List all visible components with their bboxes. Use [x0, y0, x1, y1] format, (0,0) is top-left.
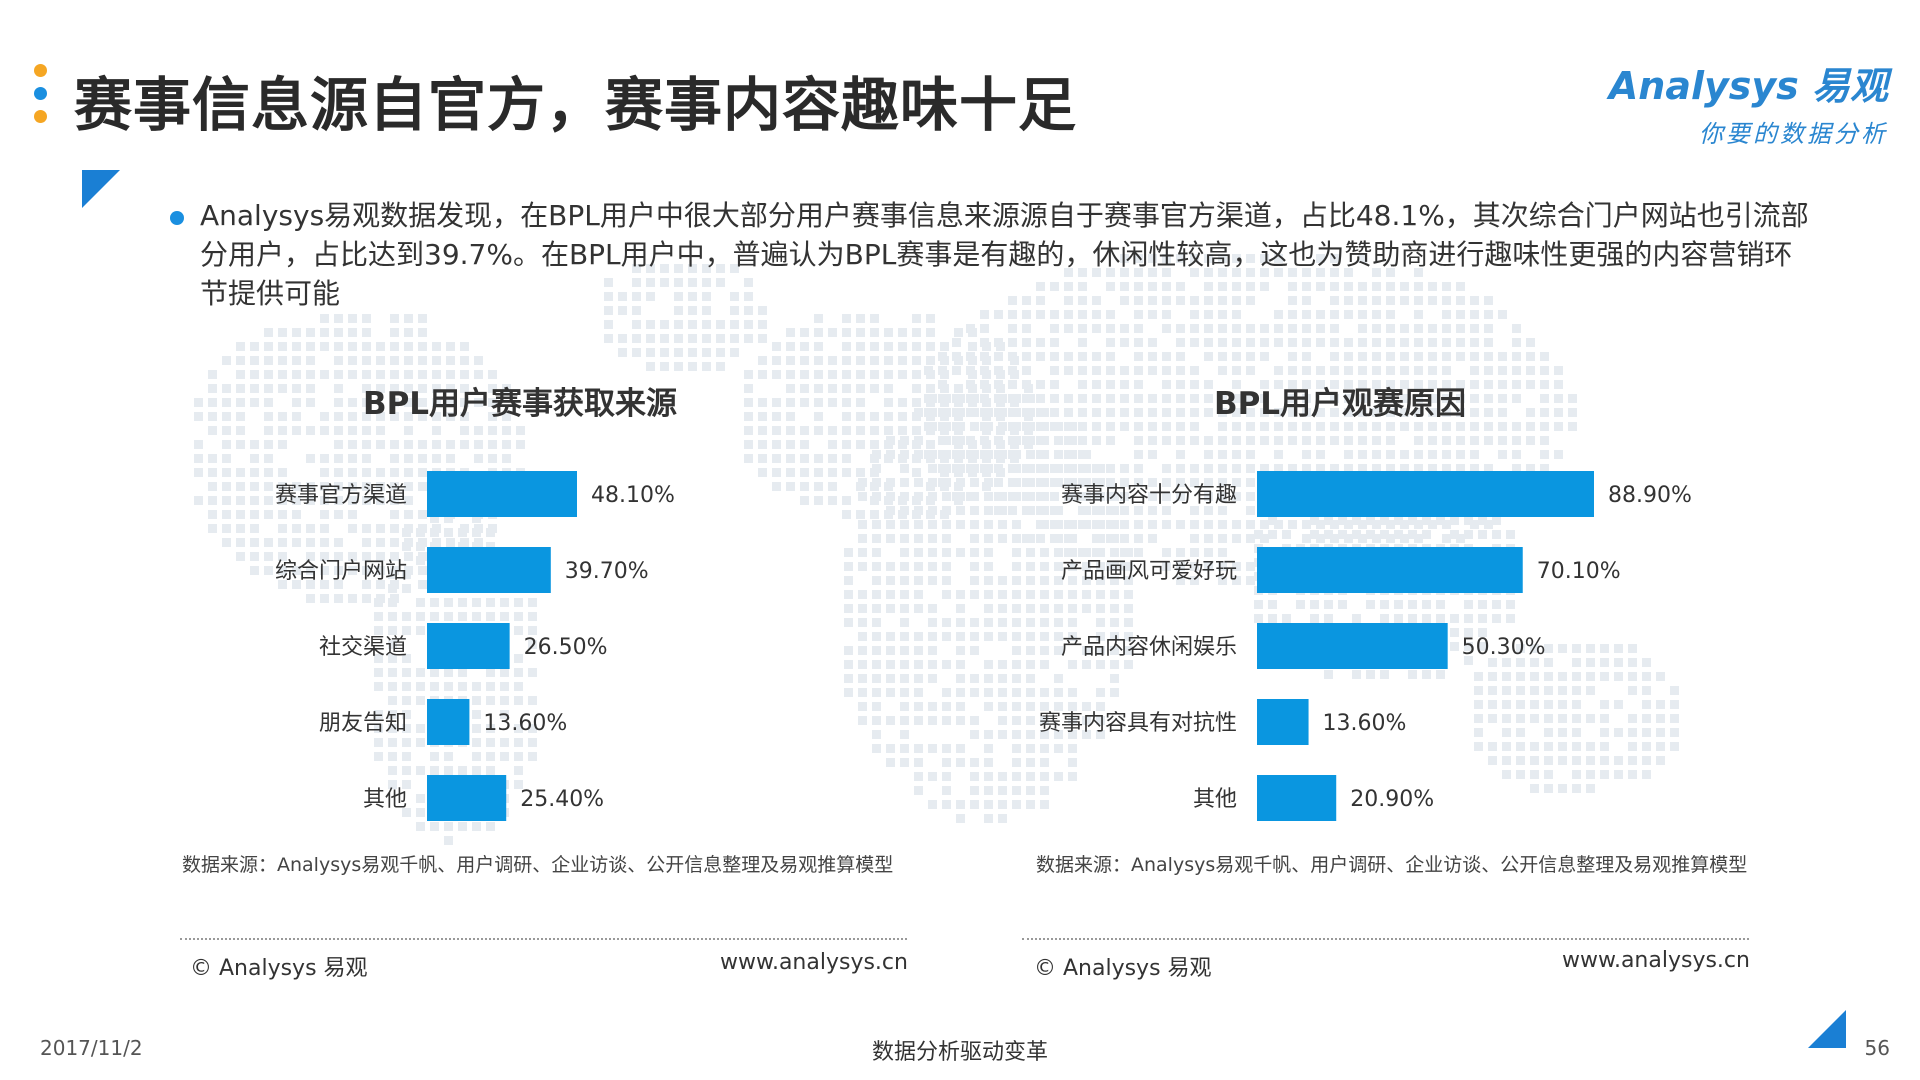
website-link[interactable]: www.analysys.cn	[1562, 948, 1750, 973]
logo-brand: Analysys 易观	[1608, 64, 1888, 108]
value-label: 20.90%	[1350, 787, 1434, 812]
right-chart-panel: BPL用户观赛原因	[960, 378, 1720, 423]
chart-title: BPL用户观赛原因	[1213, 386, 1467, 422]
category-label: 产品画风可爱好玩	[1061, 559, 1237, 584]
bar	[1257, 699, 1309, 745]
bar	[427, 775, 507, 821]
copyright: © Analysys 易观	[1034, 956, 1212, 981]
bar	[427, 471, 577, 517]
category-label: 社交渠道	[319, 635, 407, 660]
corner-triangle-icon	[82, 170, 120, 208]
title-dot	[34, 87, 47, 100]
value-label: 88.90%	[1608, 483, 1692, 508]
value-label: 13.60%	[483, 711, 567, 736]
panel-divider	[1022, 938, 1749, 940]
bar	[1257, 547, 1523, 593]
bullet-icon	[170, 211, 184, 225]
value-label: 48.10%	[591, 483, 675, 508]
website-link[interactable]: www.analysys.cn	[720, 950, 908, 975]
category-label: 赛事内容具有对抗性	[1039, 711, 1237, 736]
page-number: 56	[1864, 1036, 1890, 1060]
bar	[427, 547, 551, 593]
page-title: 赛事信息源自官方，赛事内容趣味十足	[74, 71, 1078, 139]
value-label: 50.30%	[1462, 635, 1546, 660]
reason-bar-chart: 赛事内容十分有趣 88.90% 产品画风可爱好玩 70.10% 产品内容休闲娱乐 50.3…	[1039, 471, 1692, 821]
title-dot	[34, 110, 47, 123]
value-label: 13.60%	[1323, 711, 1407, 736]
chart-title: BPL用户赛事获取来源	[362, 386, 678, 422]
bar	[1257, 623, 1448, 669]
bar	[1257, 775, 1337, 821]
source-bar-chart: 赛事官方渠道 48.10% 综合门户网站 39.70% 社交渠道 26.50% 朋友告知 13…	[275, 471, 675, 821]
data-source-note: 数据来源：Analysys易观千帆、用户调研、企业访谈、公开信息整理及易观推算模…	[1036, 854, 1748, 876]
bar	[1257, 471, 1594, 517]
slogan: 数据分析驱动变革	[871, 1040, 1048, 1065]
bar	[427, 699, 470, 745]
analysys-logo: Analysys 易观 你要的数据分析	[1609, 55, 1888, 149]
data-source-note: 数据来源：Analysys易观千帆、用户调研、企业访谈、公开信息整理及易观推算模…	[182, 854, 894, 876]
category-label: 赛事官方渠道	[275, 483, 407, 508]
category-label: 赛事内容十分有趣	[1061, 483, 1237, 508]
bar	[427, 623, 510, 669]
title-dots	[34, 64, 48, 133]
copyright: © Analysys 易观	[190, 956, 368, 981]
intro-text: Analysys易观数据发现，在BPL用户中很大部分用户赛事信息来源源自于赛事官…	[200, 199, 1809, 310]
category-label: 朋友告知	[319, 711, 407, 736]
title-dot	[34, 64, 47, 77]
category-label: 其他	[363, 787, 407, 812]
value-label: 39.70%	[565, 559, 649, 584]
value-label: 70.10%	[1537, 559, 1621, 584]
date-label: 2017/11/2	[40, 1036, 143, 1060]
logo-tagline: 你要的数据分析	[1699, 120, 1888, 148]
value-label: 26.50%	[524, 635, 608, 660]
left-chart-panel: BPL用户赛事获取来源	[140, 378, 900, 423]
corner-triangle-icon	[1808, 1010, 1846, 1048]
category-label: 综合门户网站	[275, 559, 407, 584]
panel-divider	[180, 938, 907, 940]
category-label: 产品内容休闲娱乐	[1061, 635, 1237, 660]
category-label: 其他	[1193, 787, 1237, 812]
value-label: 25.40%	[520, 787, 604, 812]
